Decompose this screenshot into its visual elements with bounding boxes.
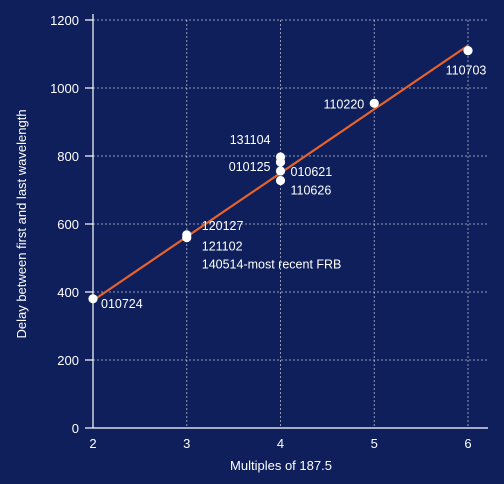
point-label: 010125	[229, 160, 271, 174]
point-label: 140514-most recent FRB	[202, 258, 342, 272]
x-tick-label: 5	[371, 436, 378, 451]
data-point	[182, 230, 192, 240]
point-label: 120127	[202, 219, 244, 233]
point-label: 010724	[101, 297, 143, 311]
y-tick-label: 1200	[50, 13, 79, 28]
grid-lines	[92, 19, 488, 428]
y-tick-label: 400	[57, 285, 79, 300]
point-label: 121102	[202, 240, 243, 254]
axes: 2 3 4 5 6 0 200 400 600 800 1000 1200	[50, 13, 488, 451]
x-axis-label: Multiples of 187.5	[230, 458, 332, 473]
x-tick-label: 4	[277, 436, 284, 451]
data-point	[463, 46, 473, 56]
point-labels: 010724 120127 121102 140514-most recent FRB…	[101, 64, 486, 311]
y-tick-label: 800	[57, 149, 79, 164]
y-axis-label: Delay between first and last wavelength	[14, 109, 29, 338]
data-point	[369, 98, 379, 108]
point-label: 110703	[446, 64, 487, 78]
point-label: 110626	[291, 183, 332, 197]
point-label: 010621	[291, 165, 333, 179]
y-tick-label: 0	[72, 421, 79, 436]
point-label: 110220	[323, 97, 364, 111]
y-tick-label: 600	[57, 217, 79, 232]
y-tick-label: 200	[57, 353, 79, 368]
y-tick-label: 1000	[50, 81, 79, 96]
data-points	[88, 46, 473, 304]
x-tick-label: 6	[464, 436, 471, 451]
data-point	[275, 166, 286, 176]
data-point	[88, 294, 98, 304]
data-point	[275, 175, 286, 186]
x-tick-label: 2	[89, 436, 96, 451]
point-label: 131104	[230, 133, 271, 147]
x-tick-label: 3	[183, 436, 190, 451]
data-point	[275, 152, 286, 162]
